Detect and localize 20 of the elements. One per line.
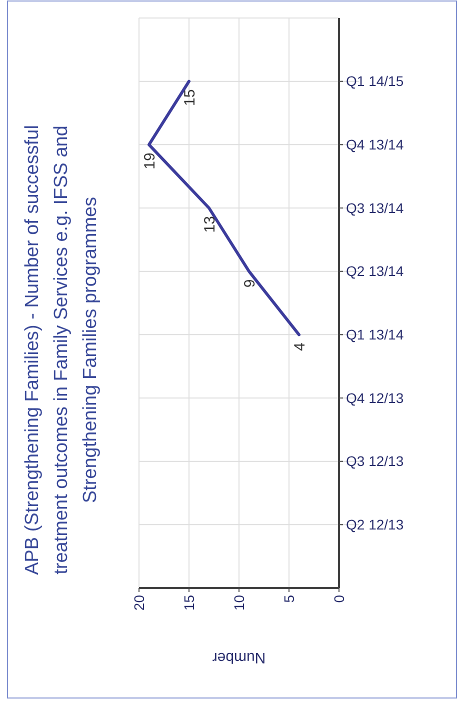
x-tick-label: 5	[280, 594, 297, 603]
y-tick-label: Q4 12/13	[346, 390, 404, 406]
data-label: 13	[201, 216, 218, 233]
y-tick-label: Q4 13/14	[346, 136, 404, 153]
x-tick-label: 15	[180, 594, 197, 611]
x-tick-label: 20	[130, 594, 147, 611]
x-tick-label: 10	[230, 594, 247, 611]
data-label: 9	[241, 279, 258, 288]
data-label: 19	[141, 152, 158, 170]
data-label: 15	[181, 89, 198, 106]
y-tick-label: Q2 13/14	[346, 263, 404, 280]
text: APB (Strengthening Families) - Number of successful treatment outcomes in Family Services e.g. IFSS and Strengthening Families programmes	[22, 125, 101, 575]
y-tick-label: Q3 13/14	[346, 200, 404, 216]
x-axis-title: Number	[212, 649, 266, 666]
x-tick-label: 0	[330, 594, 347, 603]
y-tick-label: Q1 13/14	[346, 326, 404, 343]
data-label: 4	[291, 342, 308, 352]
y-tick-label: Q2 12/13	[346, 516, 404, 533]
y-tick-label: Q1 14/15	[346, 73, 404, 90]
y-tick-label: Q3 12/13	[346, 453, 404, 470]
